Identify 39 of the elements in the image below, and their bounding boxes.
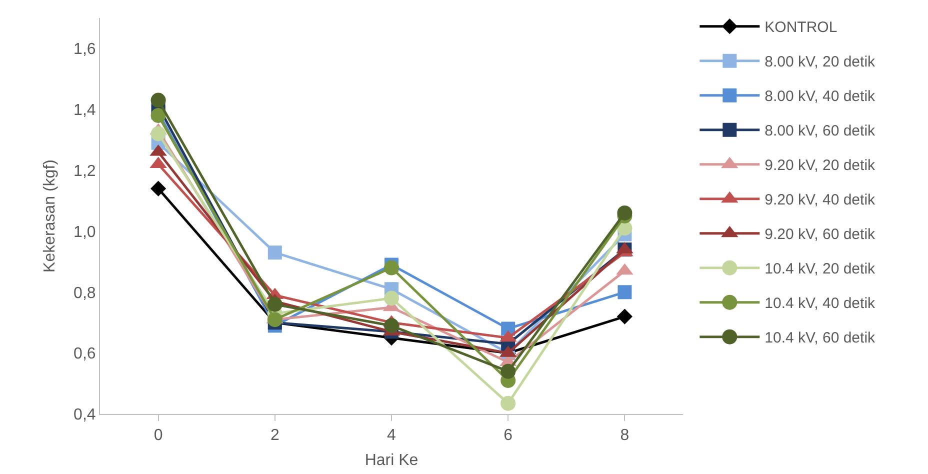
x-axis-title: Hari Ke: [364, 452, 418, 469]
x-tick-label: 4: [387, 427, 396, 444]
legend-label: 9.20 kV, 40 detik: [764, 192, 876, 209]
point: [268, 246, 282, 260]
legend-label: 8.00 kV, 20 detik: [764, 54, 876, 71]
point: [500, 396, 516, 411]
point: [150, 108, 166, 123]
point: [267, 312, 282, 328]
legend-label: 8.00 kV, 40 detik: [764, 88, 876, 106]
y-tick-label: 1,4: [74, 102, 96, 119]
y-tick-label: 0,6: [74, 346, 96, 363]
y-tick-label: 1,0: [74, 224, 96, 241]
point: [150, 126, 166, 142]
point: [384, 290, 399, 306]
y-tick-label: 1,6: [74, 41, 96, 58]
y-tick-label: 0,4: [74, 406, 96, 424]
point: [384, 318, 399, 334]
legend-label: 10.4 kV, 40 detik: [764, 295, 876, 312]
point: [150, 92, 166, 108]
y-tick-label: 0,8: [74, 284, 96, 302]
legend-label: 10.4 kV, 20 detik: [764, 260, 876, 278]
x-tick-label: 0: [154, 427, 163, 444]
point: [384, 260, 399, 276]
y-tick-label: 1,2: [74, 162, 96, 180]
x-tick-label: 6: [504, 427, 513, 444]
legend-label: 9.20 kV, 20 detik: [764, 157, 876, 174]
x-tick-label: 2: [270, 427, 280, 444]
point: [500, 364, 516, 379]
point: [617, 205, 632, 220]
point: [267, 296, 282, 312]
point: [150, 180, 166, 196]
legend-label: 8.00 kV, 60 detik: [764, 122, 876, 140]
y-axis-title: Kekerasan (kgf): [41, 160, 58, 272]
point: [616, 308, 632, 324]
legend-label: 10.4 kV, 60 detik: [764, 330, 876, 347]
legend-label: KONTROL: [764, 19, 838, 36]
point: [618, 285, 632, 300]
x-tick-label: 8: [620, 427, 630, 444]
legend-label: 9.20 kV, 60 detik: [764, 226, 876, 244]
